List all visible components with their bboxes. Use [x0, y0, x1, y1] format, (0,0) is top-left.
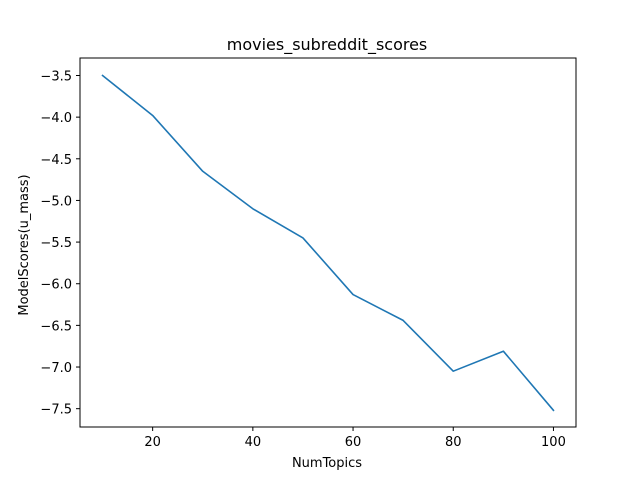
plot-area — [80, 58, 576, 427]
x-tick-label: 60 — [345, 435, 362, 450]
chart-title: movies_subreddit_scores — [227, 35, 428, 55]
x-tick-label: 40 — [245, 435, 262, 450]
y-axis-label: ModelScores(u_mass) — [17, 174, 32, 315]
series-line-1 — [103, 75, 554, 410]
plot-frame — [80, 58, 576, 427]
x-axis-label: NumTopics — [292, 456, 362, 471]
x-axis: 20 40 60 80 100 — [144, 427, 565, 450]
y-tick-label: −4.0 — [40, 111, 72, 126]
x-tick-label: 20 — [144, 435, 161, 450]
y-tick-label: −6.0 — [40, 278, 72, 293]
y-tick-label: −6.5 — [40, 319, 72, 334]
x-tick-label: 80 — [445, 435, 462, 450]
y-tick-label: −5.0 — [40, 194, 72, 209]
x-tick-label: 100 — [541, 435, 566, 450]
y-tick-label: −5.5 — [40, 236, 72, 251]
y-tick-label: −7.0 — [40, 361, 72, 376]
y-tick-label: −7.5 — [40, 403, 72, 418]
y-tick-label: −4.5 — [40, 153, 72, 168]
y-tick-label: −3.5 — [40, 69, 72, 84]
y-axis: −3.5 −4.0 −4.5 −5.0 −5.5 −6.0 −6.5 −7.0 −7.5 — [40, 69, 80, 417]
